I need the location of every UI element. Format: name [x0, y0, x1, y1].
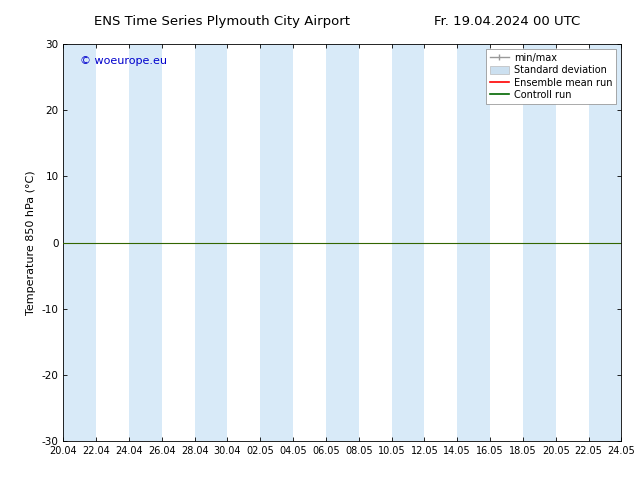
Text: ENS Time Series Plymouth City Airport: ENS Time Series Plymouth City Airport: [94, 15, 350, 28]
Bar: [261, 44, 293, 441]
Bar: [392, 44, 424, 441]
Legend: min/max, Standard deviation, Ensemble mean run, Controll run: min/max, Standard deviation, Ensemble me…: [486, 49, 616, 104]
Bar: [588, 44, 621, 441]
Bar: [326, 44, 359, 441]
Bar: [195, 44, 228, 441]
Y-axis label: Temperature 850 hPa (°C): Temperature 850 hPa (°C): [26, 170, 36, 315]
Bar: [129, 44, 162, 441]
Text: © woeurope.eu: © woeurope.eu: [80, 56, 167, 66]
Bar: [457, 44, 490, 441]
Bar: [523, 44, 555, 441]
Bar: [63, 44, 96, 441]
Text: Fr. 19.04.2024 00 UTC: Fr. 19.04.2024 00 UTC: [434, 15, 580, 28]
